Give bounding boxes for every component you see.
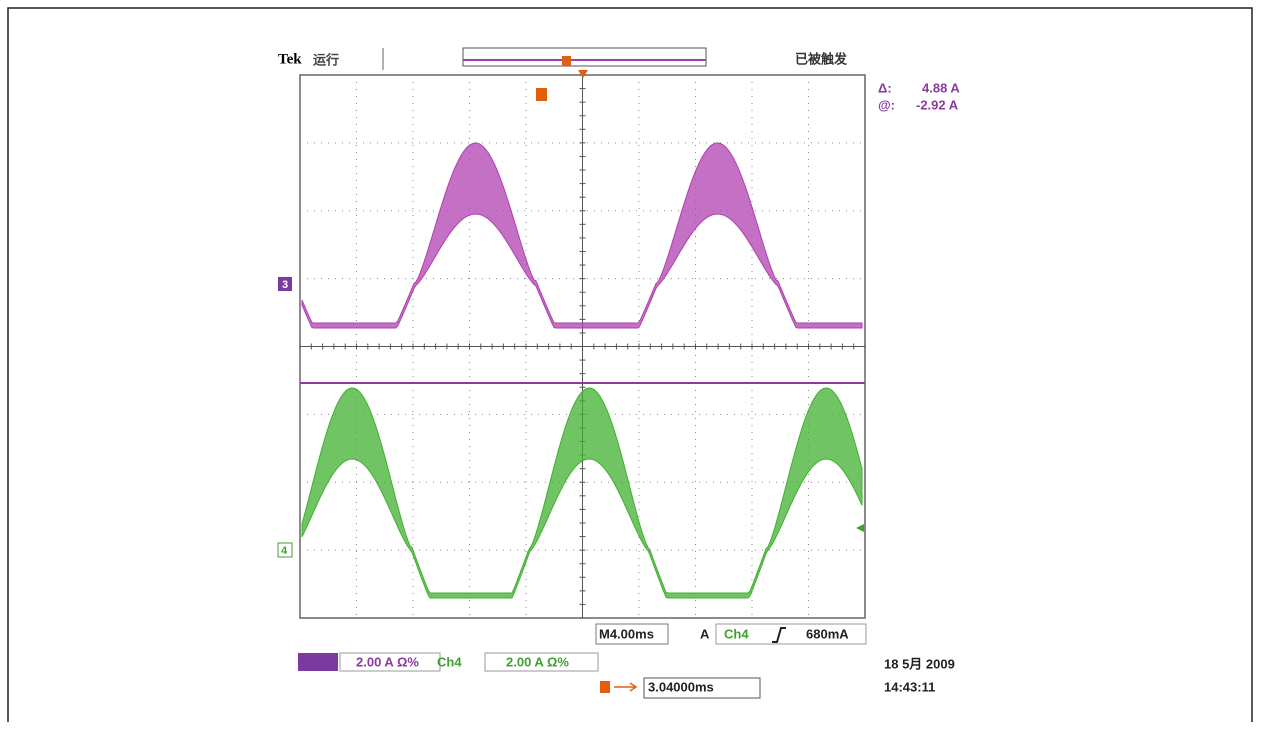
- trigger-source-label: A: [700, 626, 710, 641]
- ch3-scale: 2.00 A Ω%: [356, 654, 419, 669]
- delta-value: 4.88 A: [922, 80, 960, 95]
- position: 3.04000ms: [648, 679, 714, 694]
- record-box: [463, 48, 706, 66]
- slope-icon: [772, 628, 786, 642]
- trigger-level: 680mA: [806, 626, 849, 641]
- trigger-state: 已被触发: [795, 51, 848, 66]
- scope: [300, 75, 865, 618]
- ch3-label: 3: [282, 279, 288, 291]
- at-label: @:: [878, 97, 895, 112]
- pos-marker: [600, 681, 610, 693]
- page: Tek 运行 已被触发 Δ: 4.88 A @: -2.92 A 3 4 M4.…: [0, 0, 1261, 729]
- ch4-name: Ch4: [437, 654, 462, 669]
- at-value: -2.92 A: [916, 97, 959, 112]
- delta-label: Δ:: [878, 80, 892, 95]
- pos-arrow: [614, 683, 636, 691]
- ch4-label: 4: [281, 545, 288, 557]
- ch4-scale: 2.00 A Ω%: [506, 654, 569, 669]
- timebase: M4.00ms: [599, 626, 654, 641]
- trigger-pos: [562, 56, 571, 66]
- trigger-marker: [536, 88, 547, 101]
- time: 14:43:11: [884, 679, 935, 694]
- status: 运行: [313, 52, 339, 67]
- trigger-channel: Ch4: [724, 626, 749, 641]
- date: 18 5月 2009: [884, 656, 955, 671]
- ch3-badge: [298, 653, 338, 671]
- brand: Tek: [278, 51, 302, 67]
